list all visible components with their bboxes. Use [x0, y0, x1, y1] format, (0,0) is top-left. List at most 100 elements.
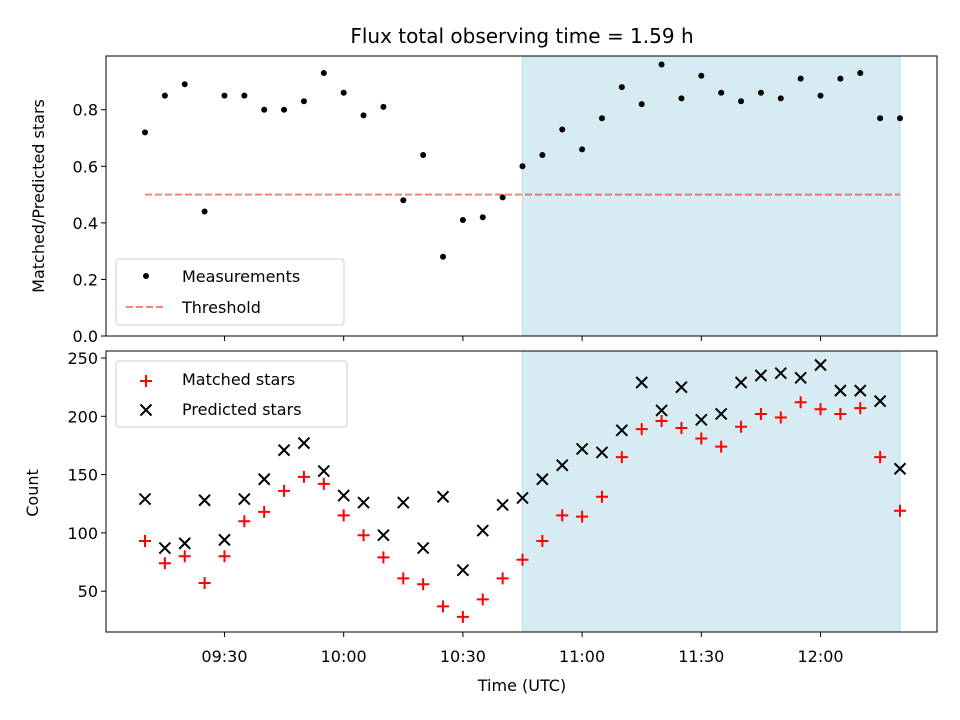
- y-tick-label: 100: [67, 524, 98, 543]
- matched-star-point: [794, 396, 807, 409]
- predicted-star-point: [834, 384, 847, 397]
- matched-star-point: [238, 515, 251, 528]
- measurement-point: [857, 69, 864, 76]
- measurement-point: [877, 115, 884, 122]
- measurement-point: [459, 217, 466, 224]
- measurement-point: [579, 146, 586, 153]
- matched-star-point: [516, 553, 529, 566]
- measurement-point: [738, 98, 745, 105]
- measurement-point: [638, 101, 645, 108]
- predicted-star-point: [854, 384, 867, 397]
- measurement-point: [440, 253, 447, 260]
- matched-star-point: [456, 610, 469, 623]
- predicted-star-point: [436, 490, 450, 503]
- predicted-star-point: [317, 464, 331, 478]
- measurement-point: [797, 75, 804, 82]
- x-tick-label: 09:30: [201, 647, 247, 666]
- measurement-point: [559, 126, 566, 133]
- x-tick-label: 11:30: [678, 647, 724, 666]
- predicted-star-point: [297, 436, 311, 450]
- legend-label-threshold: Threshold: [181, 298, 261, 317]
- measurement-point: [678, 95, 685, 102]
- predicted-star-point: [496, 498, 509, 512]
- predicted-star-point: [615, 424, 629, 437]
- legend-label-measurements: Measurements: [182, 267, 300, 286]
- y-tick-label: 0.8: [73, 101, 98, 120]
- legend: Measurements Threshold: [115, 258, 345, 326]
- measurement-point: [142, 129, 148, 136]
- axes-frame: [105, 55, 938, 337]
- x-tick-label: 10:30: [440, 647, 486, 666]
- legend-marker-predicted: [139, 403, 153, 417]
- y-tick-label: 250: [67, 349, 98, 368]
- measurement-point: [380, 103, 387, 110]
- x-tick-label: 12:00: [797, 647, 843, 666]
- legend-label-matched: Matched stars: [182, 370, 295, 389]
- measurement-point: [519, 163, 526, 170]
- top-panel: 0.0 0.2 0.4 0.6 0.8 Measurements Threshold: [73, 55, 938, 346]
- predicted-star-point: [178, 537, 191, 550]
- matched-star-point: [496, 572, 509, 585]
- measurement-point: [658, 61, 665, 68]
- measurement-point: [837, 75, 844, 82]
- matched-star-point: [278, 484, 291, 497]
- measurement-point: [479, 214, 486, 221]
- measurement-point: [181, 81, 188, 88]
- predicted-star-point: [238, 492, 251, 506]
- chart-title: Flux total observing time = 1.59 h: [350, 24, 693, 48]
- matched-star-point: [615, 451, 628, 464]
- predicted-star-point: [198, 494, 211, 507]
- matched-star-point: [754, 407, 767, 420]
- matched-star-point: [297, 470, 310, 483]
- predicted-star-point: [516, 491, 529, 505]
- matched-star-point: [397, 572, 410, 585]
- measurement-point: [618, 84, 625, 91]
- predicted-star-point: [158, 541, 172, 555]
- matched-star-point: [556, 509, 569, 522]
- measurement-point: [201, 208, 208, 215]
- predicted-star-point: [397, 496, 410, 509]
- measurement-point: [817, 92, 824, 99]
- predicted-star-point: [695, 413, 708, 427]
- measurement-point: [320, 69, 327, 76]
- matched-star-point: [317, 477, 330, 490]
- matched-star-point: [417, 578, 430, 591]
- predicted-star-point: [575, 442, 589, 456]
- predicted-star-point: [218, 533, 231, 547]
- matched-star-point: [635, 423, 648, 436]
- predicted-star-point: [277, 443, 291, 457]
- predicted-star-point: [138, 492, 152, 506]
- measurement-point: [261, 106, 268, 113]
- matched-star-point: [874, 451, 887, 464]
- matched-star-point: [695, 432, 708, 445]
- predicted-star-point: [814, 358, 827, 372]
- measurement-point: [400, 197, 407, 204]
- measurement-point: [281, 106, 288, 113]
- predicted-star-point: [794, 371, 807, 385]
- matched-star-point: [536, 535, 549, 548]
- measurement-point: [161, 92, 168, 99]
- matched-star-point: [894, 504, 906, 517]
- legend-box: [115, 360, 348, 428]
- legend-marker-matched: [140, 375, 152, 387]
- y-tick-label: 0.4: [73, 214, 98, 233]
- measurement-point: [340, 89, 347, 96]
- y-tick-label: 0.6: [73, 157, 98, 176]
- predicted-star-point: [675, 380, 688, 394]
- predicted-star-point: [774, 366, 787, 380]
- predicted-star-point: [258, 473, 271, 486]
- matched-star-point: [158, 557, 171, 570]
- y-tick-label: 50: [78, 582, 98, 601]
- legend-marker-measurements: [143, 273, 149, 279]
- matched-star-point: [198, 577, 211, 590]
- matched-star-point: [834, 407, 847, 420]
- measurement-point: [300, 98, 307, 105]
- matched-star-point: [258, 505, 271, 518]
- predicted-star-point: [655, 404, 668, 417]
- measurement-point: [698, 72, 705, 79]
- matched-star-point: [337, 509, 350, 522]
- predicted-star-point: [734, 376, 748, 389]
- legend-box: [115, 258, 345, 326]
- measurement-point: [598, 115, 605, 122]
